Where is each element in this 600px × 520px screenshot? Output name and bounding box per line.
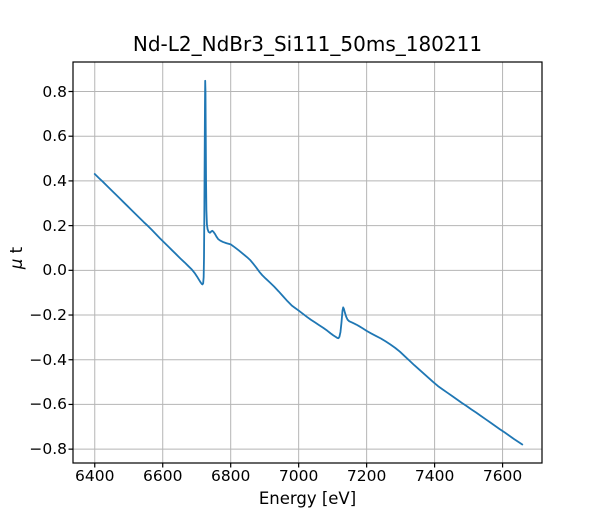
- y-tick-label: 0.0: [42, 261, 67, 280]
- series-line: [93, 79, 524, 446]
- x-axis-label: Energy [eV]: [258, 489, 357, 508]
- y-tick-label: −0.2: [29, 306, 67, 325]
- y-tick-label: 0.6: [42, 127, 67, 146]
- grid-lines: [73, 62, 542, 463]
- y-tick-label: 0.8: [42, 82, 67, 101]
- axes-spines: [72, 61, 543, 464]
- plot-border: [72, 61, 543, 464]
- x-tick-label: 7000: [278, 467, 319, 485]
- x-tick-label: 7600: [482, 467, 523, 485]
- x-tick-label: 6800: [210, 467, 251, 485]
- y-tick-label: −0.6: [29, 395, 67, 414]
- x-tick-label: 7200: [346, 467, 387, 485]
- y-tick-label: 0.2: [42, 216, 67, 235]
- x-tick-label: 7400: [414, 467, 455, 485]
- axis-ticks: [68, 90, 504, 468]
- x-tick-label: 6600: [142, 467, 183, 485]
- y-tick-label: 0.4: [42, 171, 67, 190]
- chart-title: Nd-L2_NdBr3_Si111_50ms_180211: [132, 32, 483, 56]
- x-tick-label: 6400: [75, 467, 115, 485]
- y-tick-label: −0.8: [29, 440, 67, 459]
- spectrum-curve: [93, 79, 524, 446]
- y-tick-label: −0.4: [29, 350, 67, 369]
